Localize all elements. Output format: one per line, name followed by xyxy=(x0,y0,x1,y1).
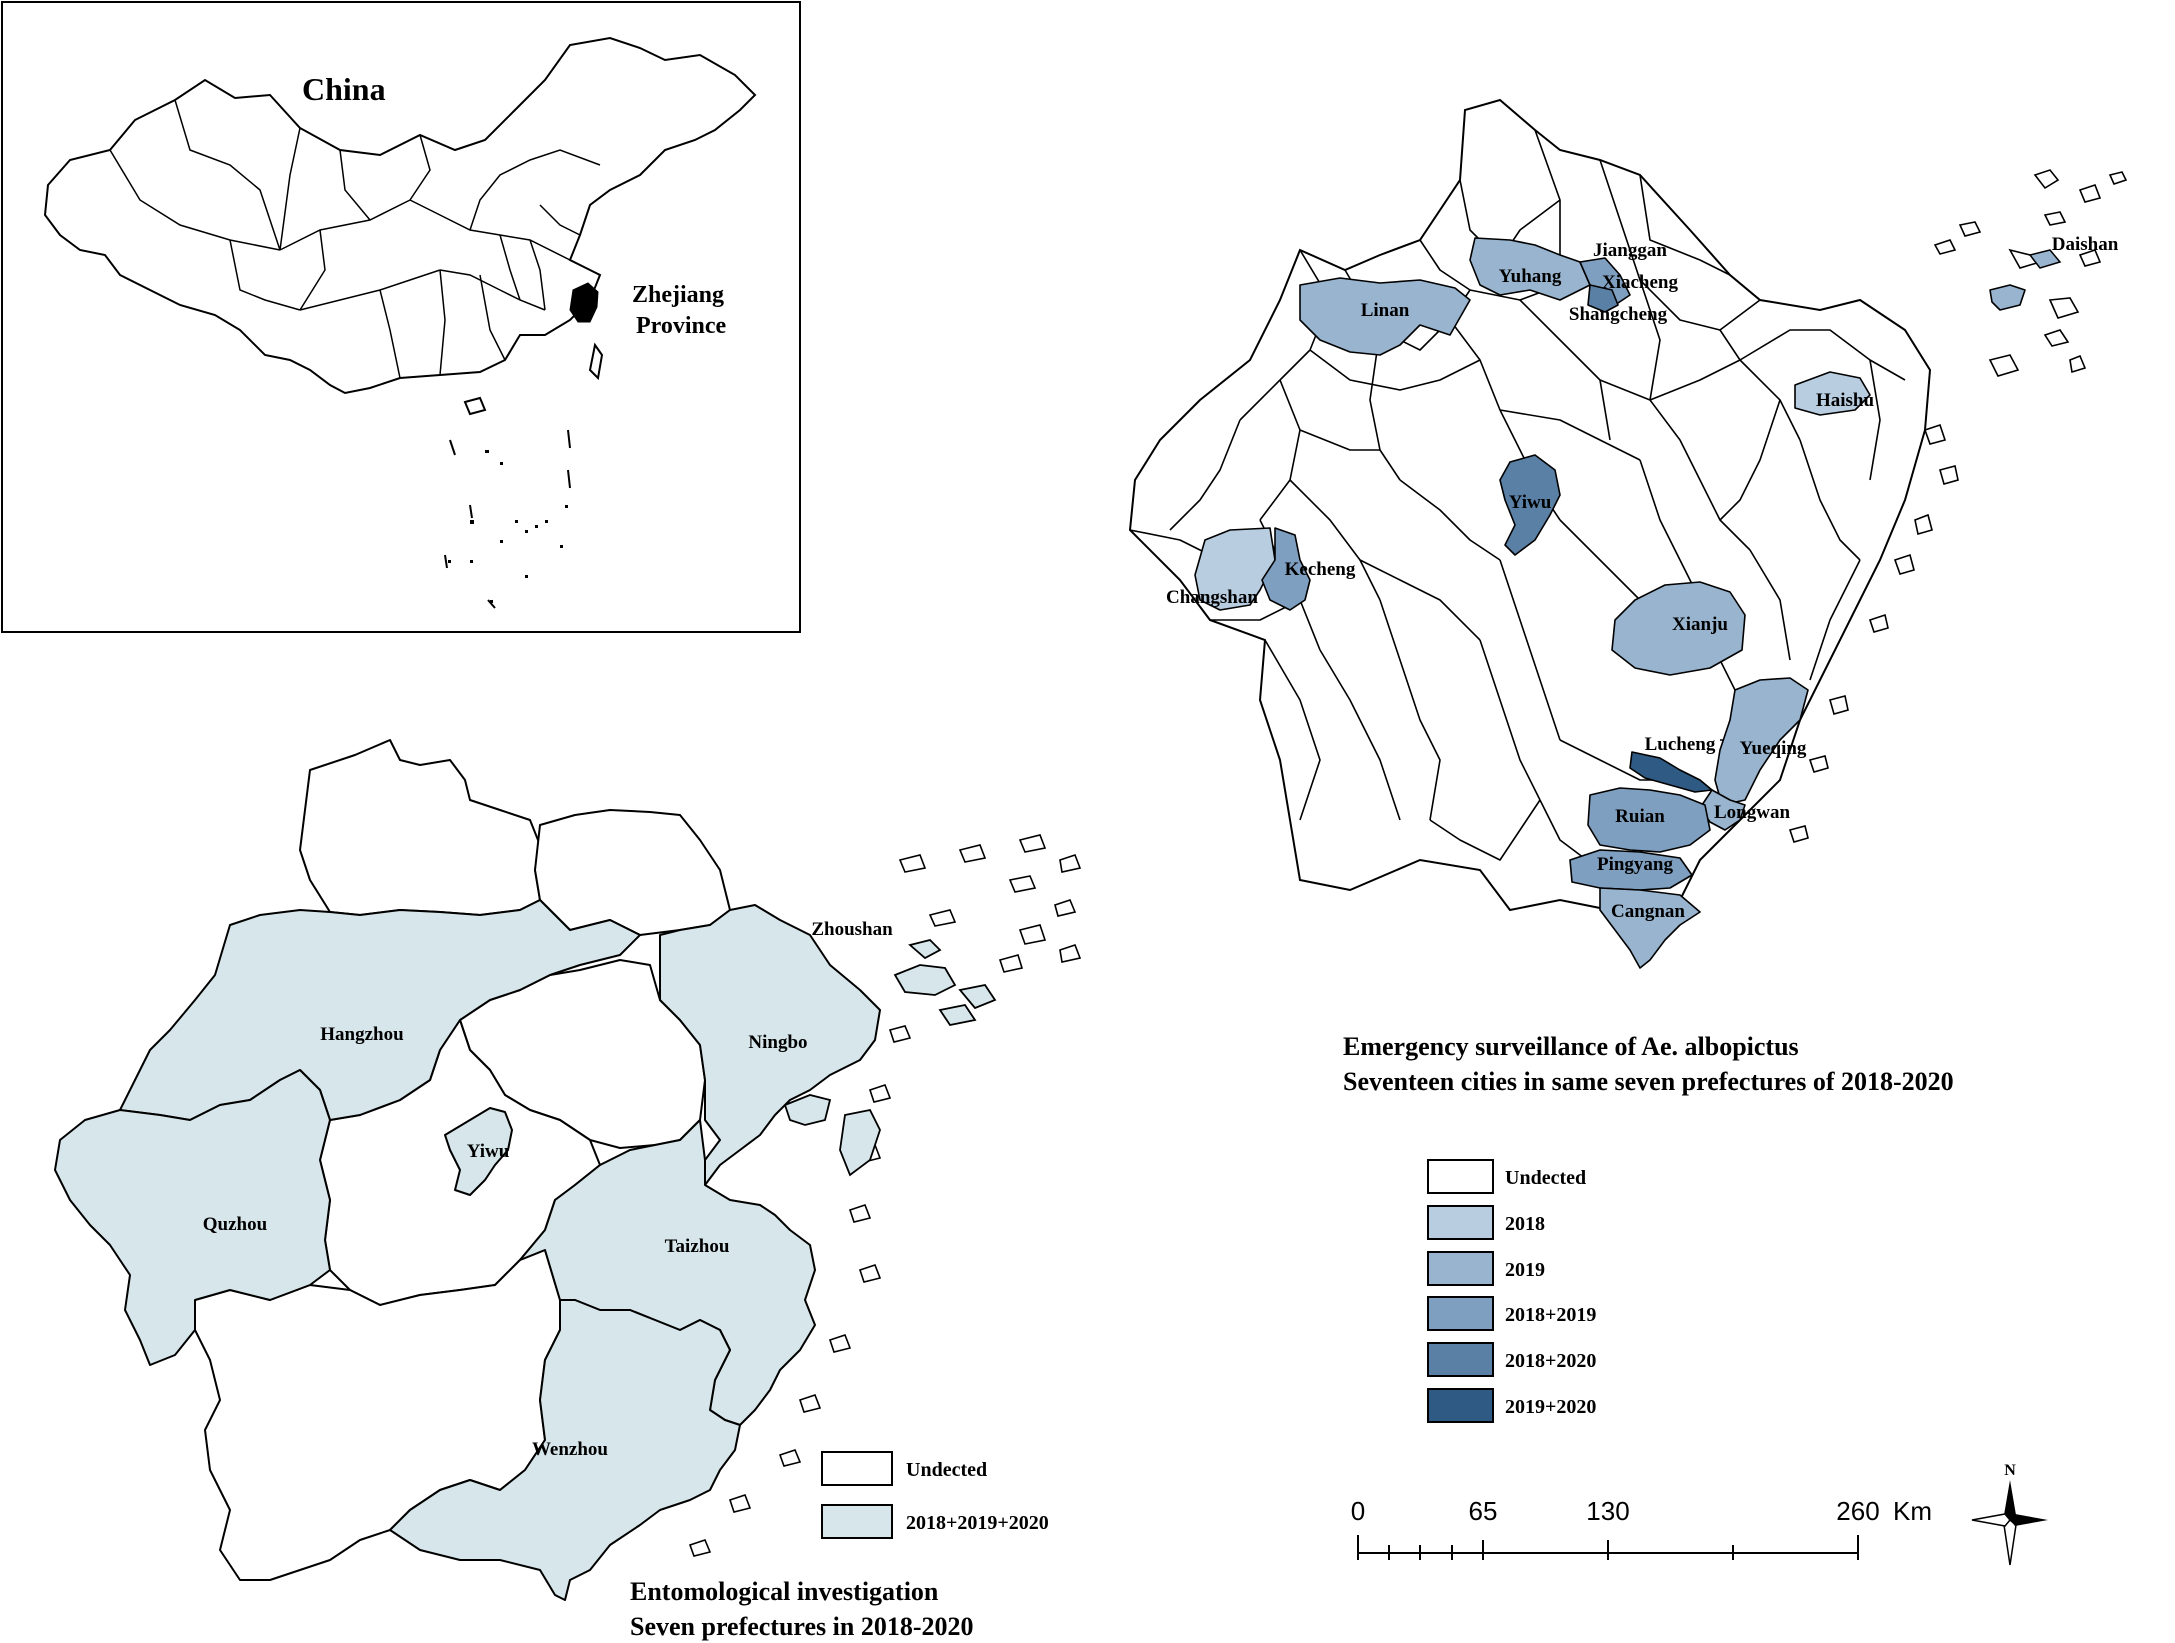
county-daishan xyxy=(1989,284,2026,311)
label-lucheng: Lucheng xyxy=(1645,734,1716,755)
label-linan: Linan xyxy=(1361,300,1410,321)
taiwan-outline xyxy=(588,342,604,381)
label-yiwu-prefecture: Yiwu xyxy=(467,1141,510,1162)
county-xianju xyxy=(1611,581,1746,676)
legend-label-2018: 2018 xyxy=(1505,1213,1545,1235)
label-longwan: Longwan xyxy=(1714,802,1790,823)
county-linan xyxy=(1299,277,1471,356)
label-shangcheng: Shangcheng xyxy=(1569,304,1668,325)
legend-swatch-undetected xyxy=(1427,1159,1494,1194)
label-kecheng: Kecheng xyxy=(1285,559,1356,580)
legend-swatch-2019 xyxy=(1427,1251,1494,1286)
scale-tick-0: 0 xyxy=(1351,1496,1365,1526)
hainan-outline xyxy=(463,396,487,416)
prefecture-map: Hangzhou Ningbo Zhoushan Yiwu Quzhou Tai… xyxy=(54,739,1082,1641)
north-arrow-icon: N xyxy=(1971,1462,2048,1566)
china-label: China xyxy=(302,71,386,107)
label-pingyang: Pingyang xyxy=(1597,854,1674,875)
prefecture-jiaxing xyxy=(534,809,731,936)
prefecture-yiwu xyxy=(444,1107,513,1196)
county-map: Jianggan Yuhang Xiacheng Shangcheng Lina… xyxy=(1128,98,2128,1566)
scale-unit: Km xyxy=(1893,1496,1932,1526)
left-caption-line1: Entomological investigation xyxy=(630,1577,939,1606)
county-pingyang xyxy=(1569,849,1693,891)
county-haishu xyxy=(1794,371,1871,416)
ningbo-south-island xyxy=(839,1108,881,1177)
scale-bar-line xyxy=(1357,1535,1859,1560)
county-ruian xyxy=(1587,787,1711,853)
legend-label-2019-2020: 2019+2020 xyxy=(1505,1396,1596,1418)
county-lucheng xyxy=(1629,751,1713,793)
nine-dash-line xyxy=(444,429,571,609)
legend-label-undetected: Undected xyxy=(1505,1167,1586,1189)
scale-tick-130: 130 xyxy=(1586,1496,1629,1526)
right-caption-line1: Emergency surveillance of Ae. albopictus xyxy=(1343,1032,1799,1061)
scale-tick-260: 260 xyxy=(1836,1496,1879,1526)
county-yuhang xyxy=(1469,237,1591,301)
label-xiacheng: Xiacheng xyxy=(1602,272,1679,293)
label-haishu: Haishu xyxy=(1816,390,1875,411)
label-ningbo: Ningbo xyxy=(748,1032,807,1053)
left-legend-label-all-years: 2018+2019+2020 xyxy=(906,1512,1049,1534)
county-shangcheng xyxy=(1587,284,1619,313)
left-legend-swatch-all-years xyxy=(821,1504,893,1539)
label-hangzhou: Hangzhou xyxy=(320,1024,404,1045)
zhejiang-inset-highlight xyxy=(569,282,599,323)
scale-tick-65: 65 xyxy=(1469,1496,1498,1526)
county-yiwu xyxy=(1499,454,1561,556)
legend-swatch-2019-2020 xyxy=(1427,1388,1494,1423)
zhejiang-label-line2: Province xyxy=(636,313,727,339)
daishan-north-island xyxy=(2028,249,2062,269)
left-caption-line2: Seven prefectures in 2018-2020 xyxy=(630,1612,974,1641)
label-wenzhou: Wenzhou xyxy=(532,1439,608,1460)
label-changshan: Changshan xyxy=(1166,587,1258,608)
scale-bar: 0 65 130 260 Km xyxy=(1351,1496,1932,1560)
left-coastal-islands xyxy=(688,834,1082,1557)
left-legend-swatch-undetected xyxy=(821,1451,893,1486)
county-yueqing xyxy=(1714,677,1809,806)
legend-label-2018-2019: 2018+2019 xyxy=(1505,1304,1596,1326)
label-yueqing: Yueqing xyxy=(1740,738,1807,759)
left-legend-label-undetected: Undected xyxy=(906,1459,987,1481)
label-ruian: Ruian xyxy=(1615,806,1665,827)
label-zhoushan: Zhoushan xyxy=(811,919,893,940)
legend-swatch-2018-2019 xyxy=(1427,1296,1494,1331)
label-yiwu: Yiwu xyxy=(1509,492,1552,513)
label-yuhang: Yuhang xyxy=(1499,266,1562,287)
coastal-islands xyxy=(1788,169,2128,843)
prefecture-zhoushan xyxy=(893,939,997,1027)
legend-swatch-2018-2020 xyxy=(1427,1342,1494,1377)
ningbo-peninsula-island xyxy=(783,1094,832,1126)
legend-label-2019: 2019 xyxy=(1505,1259,1545,1281)
prefecture-wenzhou xyxy=(389,1299,741,1601)
county-cangnan xyxy=(1599,887,1701,969)
prefecture-huzhou xyxy=(299,739,541,916)
legend-swatch-2018 xyxy=(1427,1205,1494,1240)
label-xianju: Xianju xyxy=(1672,614,1728,635)
prefecture-quzhou xyxy=(54,1069,331,1366)
county-kecheng xyxy=(1261,527,1311,611)
zhejiang-label-line1: Zhejiang xyxy=(632,282,724,308)
left-legend: Undected 2018+2019+2020 xyxy=(821,1451,1049,1539)
right-legend: Undected 2018 2019 2018+2019 2018+2020 2… xyxy=(1427,1159,1596,1423)
label-taizhou: Taizhou xyxy=(665,1236,730,1257)
north-label: N xyxy=(2004,1462,2016,1479)
county-changshan xyxy=(1194,527,1276,611)
china-inset: China Zhejiang Province xyxy=(1,1,801,633)
label-quzhou: Quzhou xyxy=(203,1214,268,1235)
label-cangnan: Cangnan xyxy=(1611,901,1685,922)
legend-label-2018-2020: 2018+2020 xyxy=(1505,1350,1596,1372)
label-daishan: Daishan xyxy=(2052,234,2119,255)
prefecture-ningbo xyxy=(659,904,881,1186)
china-province-borders xyxy=(109,99,601,379)
right-caption-line2: Seventeen cities in same seven prefectur… xyxy=(1343,1067,1954,1096)
label-jianggan: Jianggan xyxy=(1593,240,1667,261)
south-china-sea-islands xyxy=(448,450,568,603)
